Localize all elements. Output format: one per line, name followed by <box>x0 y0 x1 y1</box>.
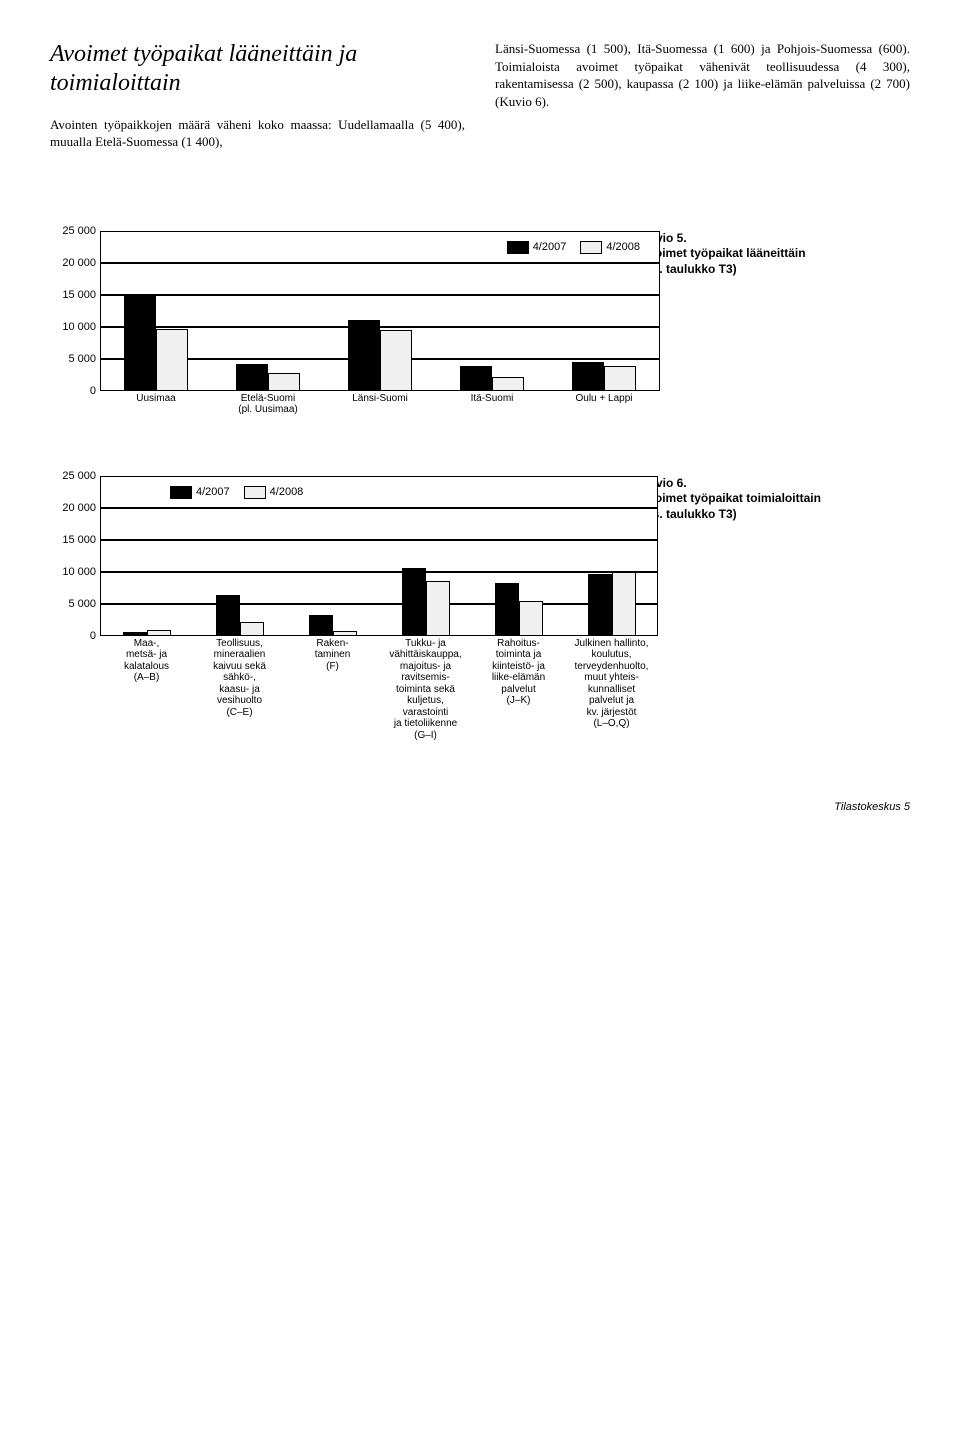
bar-group <box>124 295 188 391</box>
x-axis-label: Maa-,metsä- jakalatalous(A–B) <box>100 638 193 742</box>
chart6-subtitle: Avoimet työpaikat toimialoittain <box>640 491 910 507</box>
legend-label-b: 4/2008 <box>606 241 640 253</box>
intro-columns: Avoimet työpaikat lääneittäin ja toimial… <box>50 40 910 151</box>
bar-series-a <box>216 595 240 636</box>
bar-series-b <box>612 572 636 635</box>
y-tick-label: 25 000 <box>62 225 96 237</box>
legend-label-a: 4/2007 <box>196 486 230 498</box>
chart6-area: 05 00010 00015 00020 00025 0004/20074/20… <box>50 476 610 742</box>
bar-series-a <box>572 362 604 391</box>
y-tick-label: 5 000 <box>68 353 96 365</box>
bar-group <box>236 364 300 391</box>
chart5-subtitle: Avoimet työpaikat lääneittäin <box>640 246 910 262</box>
x-axis-label: Tukku- javähittäiskauppa,majoitus- jarav… <box>379 638 472 742</box>
chart6-ref: (Ks. taulukko T3) <box>640 507 910 523</box>
bar-series-a <box>460 366 492 390</box>
bar-group <box>402 568 450 636</box>
chart5: 05 00010 00015 00020 00025 0004/20074/20… <box>50 231 610 416</box>
bar-group <box>495 583 543 635</box>
grid-segment <box>100 572 658 604</box>
bar-group <box>460 366 524 390</box>
left-column: Avoimet työpaikat lääneittäin ja toimial… <box>50 40 465 151</box>
paragraph-right: Länsi-Suomessa (1 500), Itä-Suomessa (1 … <box>495 40 910 110</box>
bar-series-a <box>236 364 268 391</box>
x-axis-label: Julkinen hallinto,koulutus,terveydenhuol… <box>565 638 658 742</box>
x-axis-label: Teollisuus,mineraalienkaivuu sekäsähkö-,… <box>193 638 286 742</box>
bar-series-b <box>519 601 543 636</box>
page-footer: Tilastokeskus 5 <box>50 801 910 813</box>
bar-series-b <box>426 581 450 635</box>
bar-series-b <box>156 329 188 390</box>
chart-legend: 4/2007 4/2008 <box>507 241 640 254</box>
grid-segment <box>100 604 658 636</box>
bar-series-a <box>495 583 519 635</box>
bar-series-b <box>604 366 636 391</box>
bar-series-a <box>124 295 156 391</box>
x-axis-label: Rahoitus-toiminta jakiinteistö- jaliike-… <box>472 638 565 742</box>
y-tick-label: 15 000 <box>62 289 96 301</box>
paragraph-left: Avointen työpaikkojen määrä väheni koko … <box>50 116 465 151</box>
y-tick-label: 20 000 <box>62 257 96 269</box>
x-axis-label: Etelä-Suomi(pl. Uusimaa) <box>212 393 324 416</box>
bar-group <box>348 320 412 390</box>
legend-label-b: 4/2008 <box>270 486 304 498</box>
x-axis-label: Uusimaa <box>100 393 212 416</box>
chart6-caption: Kuvio 6. Avoimet työpaikat toimialoittai… <box>640 476 910 523</box>
bar-series-b <box>147 630 171 636</box>
bar-group <box>309 615 357 636</box>
y-tick-label: 0 <box>90 630 96 642</box>
y-tick-label: 25 000 <box>62 470 96 482</box>
chart5-title: Kuvio 5. <box>640 231 910 247</box>
bar-group <box>216 595 264 636</box>
bar-series-a <box>348 320 380 390</box>
x-axis-label: Oulu + Lappi <box>548 393 660 416</box>
grid-segment <box>100 540 658 572</box>
bar-series-b <box>380 330 412 391</box>
legend-label-a: 4/2007 <box>533 241 567 253</box>
section-heading: Avoimet työpaikat lääneittäin ja toimial… <box>50 40 465 98</box>
bar-group <box>123 630 171 636</box>
y-tick-label: 5 000 <box>68 598 96 610</box>
bar-group <box>572 362 636 391</box>
bar-series-b <box>268 373 300 391</box>
chart5-block: 05 00010 00015 00020 00025 0004/20074/20… <box>50 231 910 416</box>
bar-series-a <box>402 568 426 636</box>
right-column: Länsi-Suomessa (1 500), Itä-Suomessa (1 … <box>495 40 910 151</box>
x-axis-label: Itä-Suomi <box>436 393 548 416</box>
chart5-area: 05 00010 00015 00020 00025 0004/20074/20… <box>50 231 610 416</box>
x-axis-label: Raken-taminen(F) <box>286 638 379 742</box>
bar-series-b <box>492 377 524 391</box>
chart6-title: Kuvio 6. <box>640 476 910 492</box>
y-tick-label: 10 000 <box>62 321 96 333</box>
chart-legend: 4/2007 4/2008 <box>170 486 303 499</box>
chart5-ref: (Ks. taulukko T3) <box>640 262 910 278</box>
bar-series-b <box>333 631 357 636</box>
x-axis-label: Länsi-Suomi <box>324 393 436 416</box>
grid-segment <box>100 263 660 295</box>
chart5-caption: Kuvio 5. Avoimet työpaikat lääneittäin (… <box>640 231 910 278</box>
bar-series-a <box>588 574 612 636</box>
chart6: 05 00010 00015 00020 00025 0004/20074/20… <box>50 476 610 742</box>
bar-group <box>588 572 636 635</box>
grid-segment <box>100 508 658 540</box>
y-tick-label: 20 000 <box>62 502 96 514</box>
chart6-block: 05 00010 00015 00020 00025 0004/20074/20… <box>50 476 910 742</box>
bar-series-a <box>309 615 333 636</box>
y-tick-label: 10 000 <box>62 566 96 578</box>
bar-series-b <box>240 622 264 635</box>
y-tick-label: 0 <box>90 385 96 397</box>
bar-series-a <box>123 632 147 636</box>
y-tick-label: 15 000 <box>62 534 96 546</box>
